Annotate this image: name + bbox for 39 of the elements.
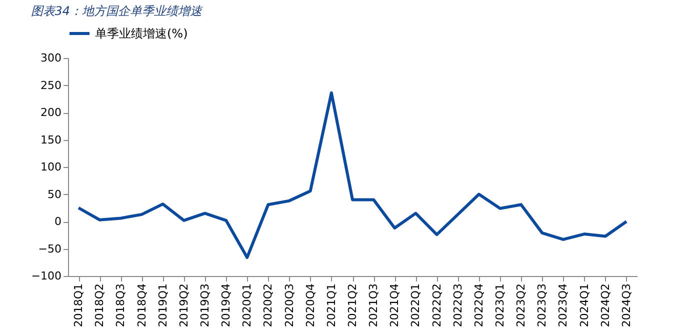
x-tick-label: 2022Q4: [472, 284, 486, 328]
x-tick-label: 2020Q2: [262, 284, 275, 328]
x-tick-label: 2021Q3: [367, 284, 380, 328]
x-tick-label: 2020Q1: [240, 284, 254, 328]
legend-label: 单季业绩增速(%): [95, 26, 188, 40]
y-tick-label: 150: [40, 133, 62, 146]
x-tick-label: 2019Q3: [198, 284, 212, 328]
x-tick-label: 2020Q4: [304, 284, 317, 328]
x-tick-label: 2019Q4: [220, 284, 233, 328]
y-tick-label: 300: [40, 52, 62, 64]
x-tick-label: 2022Q1: [409, 284, 422, 328]
x-tick-label: 2022Q3: [451, 284, 464, 328]
x-tick-label: 2019Q1: [156, 284, 170, 328]
x-tick-label: 2018Q1: [72, 284, 86, 328]
x-tick-label: 2022Q2: [430, 284, 444, 328]
x-tick-label: 2020Q3: [282, 284, 296, 328]
x-tick-label: 2021Q1: [324, 284, 338, 328]
x-tick-label: 2018Q4: [135, 284, 148, 328]
x-tick-label: 2023Q2: [514, 284, 528, 328]
x-tick-label: 2021Q4: [388, 284, 402, 328]
y-tick-label: 50: [48, 188, 62, 201]
y-tick-label: 250: [40, 78, 62, 92]
chart-title: 图表34：地方国企单季业绩增速: [30, 4, 204, 18]
x-tick-label: 2024Q3: [620, 284, 633, 328]
y-tick-label: 0: [54, 215, 62, 228]
x-tick-label: 2018Q2: [93, 284, 106, 328]
y-tick-label: −50: [38, 242, 62, 256]
y-tick-label: 200: [40, 106, 62, 119]
x-tick-label: 2023Q3: [536, 284, 549, 328]
x-tick-label: 2023Q4: [556, 284, 570, 328]
y-tick-label: −100: [31, 270, 62, 282]
x-tick-label: 2019Q2: [177, 284, 190, 328]
x-tick-label: 2024Q1: [578, 284, 591, 328]
x-tick-label: 2021Q2: [346, 284, 359, 328]
line-series: [77, 91, 628, 259]
x-tick-label: 2024Q2: [598, 284, 612, 328]
x-tick-label: 2018Q3: [114, 284, 128, 328]
y-tick-label: 100: [40, 160, 62, 174]
x-tick-label: 2023Q1: [494, 284, 507, 328]
